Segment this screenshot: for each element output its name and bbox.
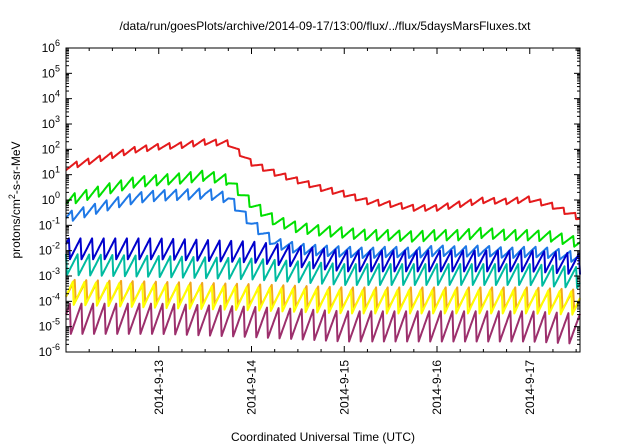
y-tick-label: 10-3 xyxy=(39,266,60,283)
chart-title: /data/run/goesPlots/archive/2014-09-17/1… xyxy=(120,19,532,33)
y-tick-label: 106 xyxy=(42,38,60,55)
series-line xyxy=(65,280,581,316)
y-tick-label: 104 xyxy=(42,89,60,106)
series-line xyxy=(65,253,581,289)
x-tick-label: 2014-9-15 xyxy=(337,360,351,415)
y-tick-label: 10-6 xyxy=(39,342,60,359)
y-axis: 10-6 10-5 10-4 10-3 10-2 10-1 100 101 102 103 104 1… xyxy=(39,38,580,359)
x-axis-label: Coordinated Universal Time (UTC) xyxy=(231,430,415,444)
x-tick-label: 2014-9-16 xyxy=(430,360,444,415)
y-tick-label: 103 xyxy=(42,114,60,131)
y-tick-label: 10-4 xyxy=(39,291,60,308)
series-line xyxy=(65,169,581,248)
x-tick-label: 2014-9-14 xyxy=(245,360,259,415)
plot-lines xyxy=(65,138,581,345)
y-tick-label: 101 xyxy=(42,165,60,182)
x-axis: 2014-9-13 2014-9-14 2014-9-15 2014-9-16 2014… xyxy=(88,48,577,415)
y-axis-label: protons/cm2-s-sr-MeV xyxy=(7,141,23,258)
y-tick-label: 100 xyxy=(42,190,60,207)
series-line xyxy=(65,138,581,221)
y-tick-label: 102 xyxy=(42,139,60,156)
y-tick-label: 10-5 xyxy=(39,317,60,334)
y-tick-label: 10-1 xyxy=(39,215,60,232)
y-tick-label: 105 xyxy=(42,63,60,80)
series-line xyxy=(65,237,581,275)
x-tick-label: 2014-9-13 xyxy=(152,360,166,415)
series-line xyxy=(65,302,581,345)
y-tick-label: 10-2 xyxy=(39,241,60,258)
x-tick-label: 2014-9-17 xyxy=(523,360,537,415)
